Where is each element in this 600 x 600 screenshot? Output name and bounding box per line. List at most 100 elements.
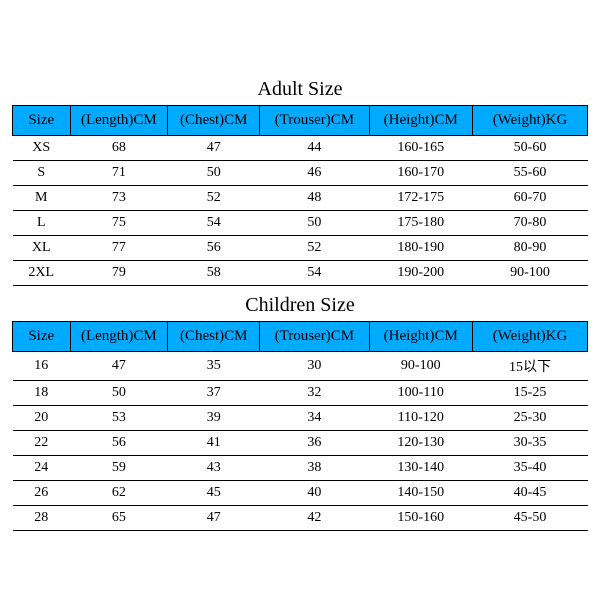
cell: L: [13, 210, 71, 235]
table-row: 26624540140-15040-45: [13, 480, 588, 505]
cell: 47: [70, 351, 168, 380]
cell: 2XL: [13, 260, 71, 285]
cell: 37: [168, 380, 260, 405]
cell: 150-160: [369, 505, 473, 530]
cell: M: [13, 185, 71, 210]
cell: 35: [168, 351, 260, 380]
table-row: 1647353090-10015以下: [13, 351, 588, 380]
table-row: 20533934110-12025-30: [13, 405, 588, 430]
table-row: XL775652180-19080-90: [13, 235, 588, 260]
cell: 38: [260, 455, 369, 480]
cell: 30: [260, 351, 369, 380]
children-tbody: 1647353090-10015以下18503732100-11015-2520…: [13, 351, 588, 530]
cell: 140-150: [369, 480, 473, 505]
cell: 52: [260, 235, 369, 260]
cell: 18: [13, 380, 71, 405]
cell: 77: [70, 235, 168, 260]
table-row: M735248172-17560-70: [13, 185, 588, 210]
cell: 120-130: [369, 430, 473, 455]
cell: 40-45: [473, 480, 588, 505]
cell: 110-120: [369, 405, 473, 430]
cell: 35-40: [473, 455, 588, 480]
cell: 20: [13, 405, 71, 430]
cell: 26: [13, 480, 71, 505]
cell: 54: [168, 210, 260, 235]
size-chart: Adult Size Size (Length)CM (Chest)CM (Tr…: [0, 70, 600, 531]
col-height: (Height)CM: [369, 105, 473, 135]
col-chest: (Chest)CM: [168, 321, 260, 351]
cell: 180-190: [369, 235, 473, 260]
cell: 44: [260, 135, 369, 160]
table-row: 18503732100-11015-25: [13, 380, 588, 405]
cell: 53: [70, 405, 168, 430]
adult-header-row: Size (Length)CM (Chest)CM (Trouser)CM (H…: [13, 105, 588, 135]
cell: 56: [168, 235, 260, 260]
cell: 36: [260, 430, 369, 455]
cell: 50: [260, 210, 369, 235]
adult-tbody: XS684744160-16550-60S715046160-17055-60M…: [13, 135, 588, 285]
cell: 172-175: [369, 185, 473, 210]
table-row: 2XL795854190-20090-100: [13, 260, 588, 285]
cell: 15以下: [473, 351, 588, 380]
table-row: S715046160-17055-60: [13, 160, 588, 185]
table-row: XS684744160-16550-60: [13, 135, 588, 160]
cell: 90-100: [473, 260, 588, 285]
cell: 32: [260, 380, 369, 405]
cell: 175-180: [369, 210, 473, 235]
cell: 41: [168, 430, 260, 455]
children-header-row: Size (Length)CM (Chest)CM (Trouser)CM (H…: [13, 321, 588, 351]
children-table: Size (Length)CM (Chest)CM (Trouser)CM (H…: [12, 321, 588, 531]
cell: 24: [13, 455, 71, 480]
children-title: Children Size: [12, 294, 588, 317]
cell: 30-35: [473, 430, 588, 455]
cell: 68: [70, 135, 168, 160]
cell: 16: [13, 351, 71, 380]
cell: 79: [70, 260, 168, 285]
col-trouser: (Trouser)CM: [260, 105, 369, 135]
col-height: (Height)CM: [369, 321, 473, 351]
col-chest: (Chest)CM: [168, 105, 260, 135]
col-size: Size: [13, 105, 71, 135]
cell: 65: [70, 505, 168, 530]
cell: 34: [260, 405, 369, 430]
cell: 190-200: [369, 260, 473, 285]
cell: 59: [70, 455, 168, 480]
cell: 75: [70, 210, 168, 235]
adult-title: Adult Size: [12, 78, 588, 101]
table-row: 28654742150-16045-50: [13, 505, 588, 530]
cell: 55-60: [473, 160, 588, 185]
cell: 100-110: [369, 380, 473, 405]
cell: 42: [260, 505, 369, 530]
cell: 70-80: [473, 210, 588, 235]
cell: XL: [13, 235, 71, 260]
cell: 73: [70, 185, 168, 210]
cell: 90-100: [369, 351, 473, 380]
cell: 47: [168, 505, 260, 530]
cell: 80-90: [473, 235, 588, 260]
cell: 52: [168, 185, 260, 210]
cell: 56: [70, 430, 168, 455]
cell: 25-30: [473, 405, 588, 430]
cell: 45: [168, 480, 260, 505]
cell: 46: [260, 160, 369, 185]
cell: XS: [13, 135, 71, 160]
cell: 160-165: [369, 135, 473, 160]
cell: 54: [260, 260, 369, 285]
cell: 50: [70, 380, 168, 405]
col-length: (Length)CM: [70, 321, 168, 351]
table-row: 24594338130-14035-40: [13, 455, 588, 480]
cell: 43: [168, 455, 260, 480]
col-weight: (Weight)KG: [473, 105, 588, 135]
cell: 28: [13, 505, 71, 530]
cell: 22: [13, 430, 71, 455]
cell: 48: [260, 185, 369, 210]
cell: 58: [168, 260, 260, 285]
cell: 60-70: [473, 185, 588, 210]
cell: S: [13, 160, 71, 185]
col-size: Size: [13, 321, 71, 351]
cell: 45-50: [473, 505, 588, 530]
cell: 160-170: [369, 160, 473, 185]
adult-table: Size (Length)CM (Chest)CM (Trouser)CM (H…: [12, 105, 588, 286]
cell: 50-60: [473, 135, 588, 160]
col-trouser: (Trouser)CM: [260, 321, 369, 351]
